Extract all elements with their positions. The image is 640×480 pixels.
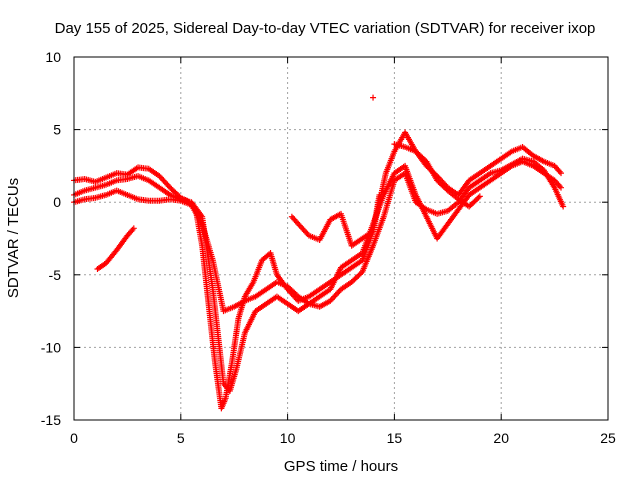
track-b-point: [558, 184, 565, 191]
x-tick-label: 0: [70, 430, 78, 446]
x-axis-label: GPS time / hours: [284, 458, 398, 475]
x-tick-label: 20: [493, 430, 509, 446]
track-d-point: [130, 225, 137, 232]
x-tick-label: 15: [387, 430, 403, 446]
track-f-point: [475, 194, 482, 201]
track-c-point: [560, 203, 567, 210]
grid-layer: [74, 57, 608, 420]
y-tick-label: 10: [45, 49, 61, 65]
track-a-point: [558, 170, 565, 177]
chart-title: Day 155 of 2025, Sidereal Day-to-day VTE…: [55, 20, 596, 37]
y-tick-label: 5: [53, 122, 61, 138]
data-points: [71, 94, 567, 412]
x-tick-label: 5: [177, 430, 185, 446]
x-tick-label: 25: [600, 430, 616, 446]
y-axis-label: SDTVAR / TECUs: [5, 178, 22, 298]
plot-frame: [73, 56, 609, 421]
track-e-point: [376, 191, 383, 198]
y-tick-label: 0: [53, 194, 61, 210]
ticks-layer: 0 5 10 15 20 25 -15 -10 -5 0 5 10: [41, 49, 616, 446]
track-f-point: [476, 193, 483, 200]
outlier-point: [370, 94, 377, 101]
y-tick-label: -10: [41, 339, 61, 355]
x-tick-label: 10: [280, 430, 296, 446]
y-tick-label: -15: [41, 412, 61, 428]
y-tick-label: -5: [49, 267, 62, 283]
track-c-point: [358, 270, 365, 277]
